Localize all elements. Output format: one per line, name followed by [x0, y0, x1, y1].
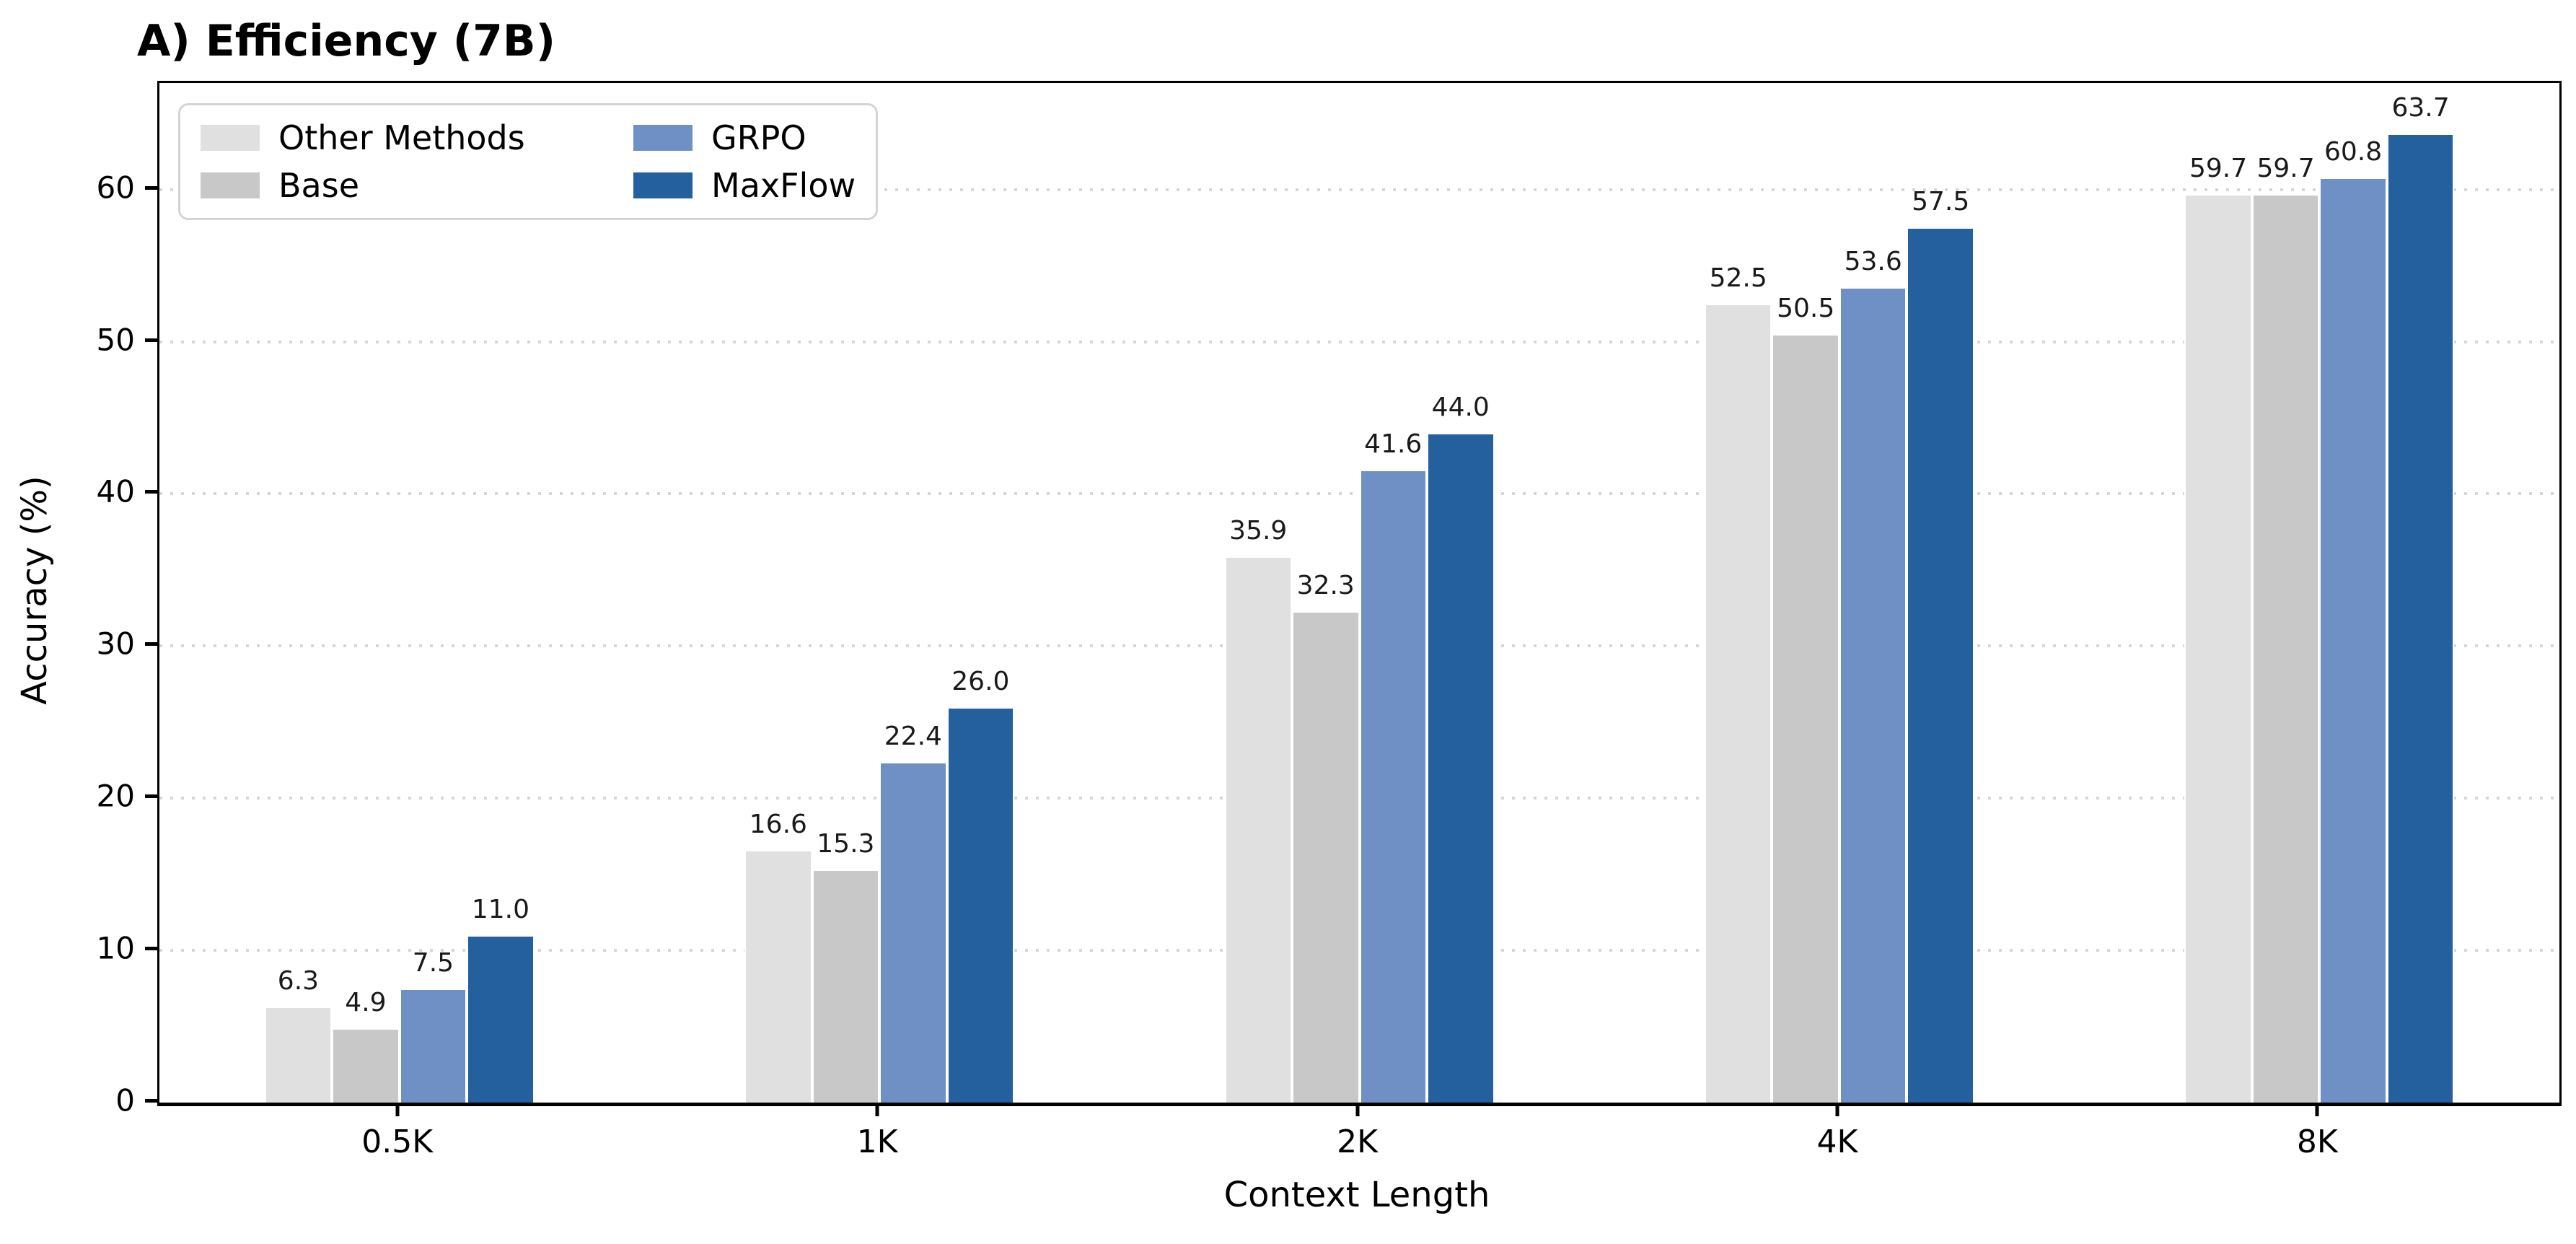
y-tick-30: [145, 642, 157, 647]
bar-value-label-base-1K: 15.3: [817, 829, 875, 859]
bar-maxflow-1K: [946, 706, 1015, 1103]
legend-swatch-icon: [201, 172, 260, 198]
bar-value-label-grpo-8K: 60.8: [2324, 136, 2383, 167]
bar-maxflow-8K: [2386, 133, 2455, 1103]
x-tick-4K: [1835, 1104, 1839, 1116]
gridline-y-50: [159, 340, 2559, 343]
bar-value-label-grpo-0.5K: 7.5: [412, 947, 454, 978]
bar-value-label-maxflow-0.5K: 11.0: [471, 895, 530, 924]
legend-item-grpo: GRPO: [633, 118, 856, 157]
bar-other-methods-8K: [2184, 193, 2252, 1103]
bar-maxflow-2K: [1427, 433, 1495, 1103]
y-tick-label-20: 20: [96, 778, 135, 814]
y-axis-label: Accuracy (%): [14, 476, 55, 705]
bar-other-methods-1K: [744, 849, 812, 1103]
bar-base-0.5K: [332, 1028, 400, 1103]
bar-other-methods-4K: [1704, 303, 1772, 1103]
bar-base-2K: [1292, 610, 1360, 1103]
bar-value-label-base-4K: 50.5: [1777, 293, 1835, 323]
bar-value-label-other-methods-4K: 52.5: [1709, 263, 1767, 293]
y-tick-50: [145, 338, 157, 342]
bar-grpo-4K: [1839, 286, 1907, 1103]
y-tick-label-40: 40: [96, 473, 135, 509]
y-tick-0: [145, 1099, 157, 1103]
x-tick-2K: [1355, 1104, 1359, 1116]
x-tick-label-2K: 2K: [1337, 1123, 1378, 1160]
x-tick-label-8K: 8K: [2296, 1123, 2338, 1160]
legend-swatch-icon: [201, 125, 260, 151]
x-tick-label-0.5K: 0.5K: [361, 1123, 434, 1160]
bar-value-label-other-methods-1K: 16.6: [749, 809, 807, 839]
y-tick-label-0: 0: [115, 1082, 135, 1118]
chart-title: A) Efficiency (7B): [137, 16, 556, 66]
bar-value-label-maxflow-2K: 44.0: [1431, 393, 1490, 423]
bar-value-label-maxflow-8K: 63.7: [2391, 92, 2450, 123]
y-tick-label-60: 60: [96, 170, 135, 206]
bar-value-label-other-methods-8K: 59.7: [2189, 153, 2248, 183]
y-tick-60: [145, 185, 157, 190]
bar-value-label-grpo-4K: 53.6: [1844, 246, 1902, 276]
x-axis-label: Context Length: [1223, 1175, 1490, 1215]
plot-area: Other Methods Base GRPO MaxFlow 6.3 16.6 35.9…: [157, 81, 2562, 1106]
y-tick-label-30: 30: [96, 626, 135, 662]
bar-value-label-maxflow-4K: 57.5: [1912, 187, 1970, 217]
legend-label: MaxFlow: [711, 166, 856, 205]
legend-item-base: Base: [201, 166, 605, 205]
bar-other-methods-2K: [1224, 556, 1292, 1103]
legend-swatch-icon: [633, 172, 693, 198]
bar-grpo-2K: [1359, 469, 1427, 1103]
bar-value-label-base-2K: 32.3: [1296, 570, 1355, 600]
bar-value-label-grpo-1K: 22.4: [884, 721, 942, 751]
x-tick-1K: [875, 1104, 879, 1116]
y-tick-10: [145, 947, 157, 951]
bar-maxflow-0.5K: [467, 935, 535, 1103]
bar-value-label-maxflow-1K: 26.0: [951, 666, 1010, 696]
bar-other-methods-0.5K: [264, 1007, 333, 1103]
bar-value-label-base-0.5K: 4.9: [345, 987, 387, 1017]
legend-item-other-methods: Other Methods: [201, 118, 605, 157]
bar-value-label-other-methods-0.5K: 6.3: [277, 966, 320, 996]
x-tick-label-1K: 1K: [856, 1123, 898, 1160]
legend-swatch-icon: [633, 125, 693, 151]
bar-grpo-8K: [2319, 177, 2387, 1103]
y-tick-label-10: 10: [96, 930, 135, 966]
bar-value-label-base-8K: 59.7: [2256, 153, 2315, 183]
bar-maxflow-4K: [1907, 227, 1974, 1103]
bar-value-label-other-methods-2K: 35.9: [1229, 515, 1288, 546]
bar-base-1K: [812, 870, 880, 1103]
x-tick-label-4K: 4K: [1816, 1123, 1858, 1160]
y-tick-20: [145, 794, 157, 799]
legend-label: GRPO: [711, 118, 806, 157]
legend-item-maxflow: MaxFlow: [633, 166, 856, 205]
bar-base-4K: [1772, 333, 1839, 1103]
legend: Other Methods Base GRPO MaxFlow: [178, 103, 879, 220]
bar-grpo-1K: [879, 761, 947, 1103]
y-tick-40: [145, 490, 157, 494]
legend-label: Other Methods: [278, 118, 525, 157]
legend-label: Base: [278, 166, 360, 205]
bar-grpo-0.5K: [399, 988, 467, 1103]
gridline-y-60: [159, 188, 2559, 191]
bar-value-label-grpo-2K: 41.6: [1364, 429, 1423, 459]
x-tick-0.5K: [395, 1104, 400, 1116]
bar-base-8K: [2251, 193, 2320, 1103]
y-tick-label-50: 50: [96, 322, 135, 358]
x-tick-8K: [2315, 1104, 2319, 1116]
